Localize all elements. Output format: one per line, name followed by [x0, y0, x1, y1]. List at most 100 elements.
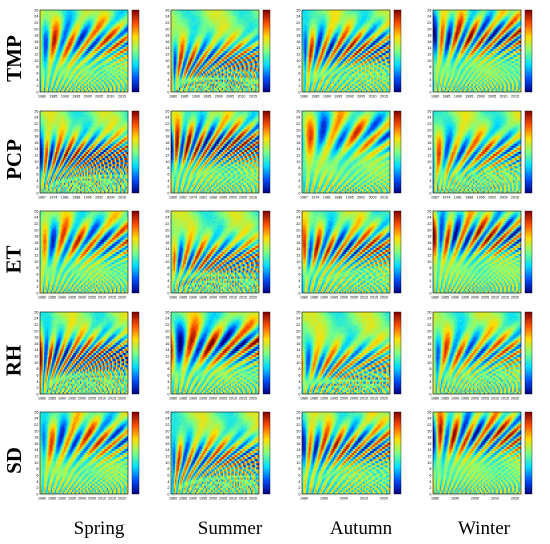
wavelet-field: [302, 211, 390, 293]
y-tick-label: 12: [165, 154, 169, 158]
y-tick-label: 14: [427, 448, 431, 452]
y-tick-label: 10: [34, 361, 38, 365]
y-tick-label: 18: [427, 436, 431, 440]
wavelet-field: [433, 312, 521, 394]
y-tick-label: 8: [298, 65, 300, 69]
y-tick-label: 20: [165, 27, 169, 31]
y-tick-label: 12: [34, 53, 38, 57]
y-tick-label: 20: [165, 329, 169, 333]
panel-frame: [301, 210, 391, 294]
y-tick-label: 2: [298, 386, 300, 390]
x-tick-label: 2016: [249, 196, 257, 200]
row-label-text: PCP: [2, 139, 27, 180]
y-tick-label: 6: [167, 272, 169, 276]
y-tick-label: 24: [165, 216, 169, 220]
y-tick-label: 22: [427, 122, 431, 126]
x-tick-label: 1967: [431, 196, 439, 200]
y-tick-label: 26: [427, 109, 431, 113]
wavelet-field: [40, 10, 128, 92]
x-tick-label: 1981: [199, 196, 207, 200]
x-tick-label: 2000: [78, 397, 86, 401]
y-tick-label: 14: [34, 46, 38, 50]
y-tick-label: 16: [34, 241, 38, 245]
x-tick-label: 2005: [357, 95, 365, 99]
y-tick-label: 26: [34, 209, 38, 213]
y-tick-label: 6: [167, 172, 169, 176]
x-tick-label: 2015: [370, 397, 378, 401]
x-tick-label: 1985: [48, 497, 56, 501]
y-tick-label: 22: [296, 122, 300, 126]
x-tick-label: 1980: [38, 397, 46, 401]
y-tick-label: 22: [296, 423, 300, 427]
y-tick-label: 26: [34, 8, 38, 12]
y-tick-label: 22: [427, 323, 431, 327]
y-tick-label: 10: [427, 260, 431, 264]
panel-frame: [170, 311, 260, 395]
y-tick-label: 16: [165, 141, 169, 145]
x-tick-label: 2000: [340, 497, 348, 501]
x-tick-label: 2010: [98, 296, 106, 300]
y-tick-label: 6: [36, 272, 38, 276]
y-tick-label: 26: [34, 109, 38, 113]
x-tick-label: 1995: [84, 196, 92, 200]
x-tick-label: 2000: [209, 296, 217, 300]
x-tick-label: 1990: [61, 95, 69, 99]
y-tick-label: 8: [36, 65, 38, 69]
y-tick-label: 22: [165, 122, 169, 126]
x-tick-label: 2005: [219, 397, 227, 401]
x-tick-label: 1980: [300, 497, 308, 501]
wavelet-field: [171, 10, 259, 92]
x-tick-label: 2000: [471, 397, 479, 401]
x-tick-label: 2010: [491, 497, 499, 501]
y-tick-label: 4: [36, 279, 38, 283]
y-tick-label: 24: [296, 417, 300, 421]
x-tick-label: 2015: [501, 296, 509, 300]
y-tick-label: 8: [36, 467, 38, 471]
x-tick-label: 2015: [108, 497, 116, 501]
panel-frame: [432, 411, 522, 495]
y-tick-label: 14: [427, 348, 431, 352]
x-tick-label: 1974: [49, 196, 57, 200]
x-tick-label: 2000: [340, 296, 348, 300]
x-tick-label: 1988: [209, 196, 217, 200]
y-tick-label: 20: [296, 27, 300, 31]
row-label-text: SD: [1, 447, 26, 474]
x-tick-label: 1974: [189, 196, 197, 200]
x-tick-label: 1980: [169, 296, 177, 300]
y-tick-label: 14: [165, 147, 169, 151]
y-tick-label: 6: [298, 272, 300, 276]
x-tick-label: 2005: [488, 95, 496, 99]
x-tick-label: 1960: [169, 196, 177, 200]
y-tick-label: 20: [165, 128, 169, 132]
y-tick-label: 8: [298, 367, 300, 371]
panel-frame: [432, 110, 522, 194]
x-tick-label: 1990: [58, 497, 66, 501]
y-tick-label: 8: [167, 65, 169, 69]
x-tick-label: 2015: [380, 95, 388, 99]
y-tick-label: 8: [36, 367, 38, 371]
x-tick-label: 2010: [360, 296, 368, 300]
x-tick-label: 1980: [169, 497, 177, 501]
y-tick-label: 0: [298, 90, 300, 94]
panel-frame: [301, 311, 391, 395]
y-tick-label: 14: [427, 247, 431, 251]
x-tick-label: 2005: [95, 95, 103, 99]
y-tick-label: 2: [36, 486, 38, 490]
y-tick-label: 20: [296, 128, 300, 132]
x-tick-label: 1980: [431, 95, 439, 99]
y-tick-label: 18: [296, 235, 300, 239]
y-tick-label: 20: [34, 329, 38, 333]
panel-frame: [39, 411, 129, 495]
y-tick-label: 22: [427, 222, 431, 226]
y-tick-label: 14: [427, 147, 431, 151]
y-tick-label: 6: [167, 473, 169, 477]
y-tick-label: 12: [34, 254, 38, 258]
x-tick-label: 2010: [360, 397, 368, 401]
y-tick-label: 2: [429, 84, 431, 88]
wavelet-field: [40, 312, 128, 394]
y-tick-label: 18: [296, 135, 300, 139]
y-tick-label: 20: [34, 228, 38, 232]
